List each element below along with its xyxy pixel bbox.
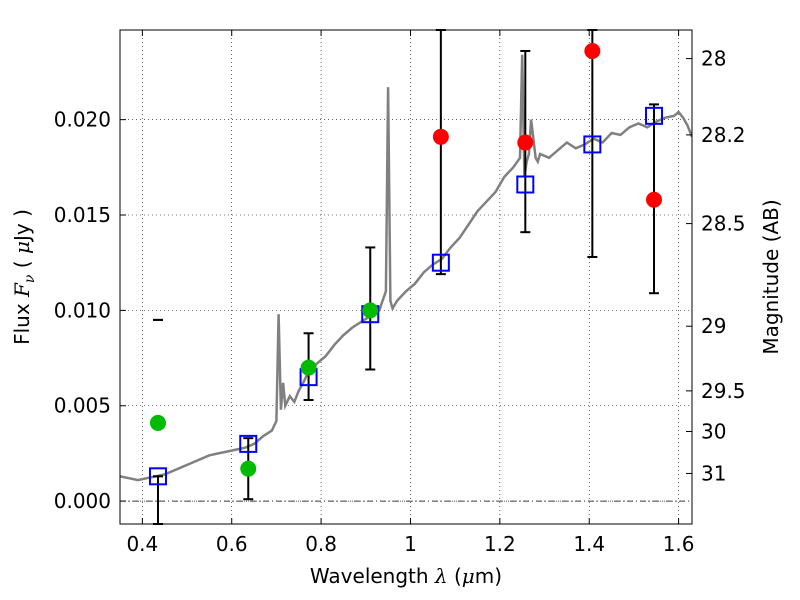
spectrum-line (120, 54, 692, 482)
x-tick-label: 1.6 (663, 532, 695, 556)
spectrum-layer (120, 54, 692, 482)
y2-tick-label: 28.2 (701, 123, 746, 147)
grid-lines (120, 30, 692, 524)
y2-tick-label: 30 (701, 419, 726, 443)
model-point (239, 434, 258, 453)
upper-limit-point (646, 191, 663, 208)
marker-layer (148, 42, 664, 486)
y-axis-title-jy: Jy ) (10, 209, 34, 243)
y-axis-title-nu: ν (22, 274, 38, 283)
model-point (431, 253, 450, 272)
model-point (583, 135, 602, 154)
y2-tick-label: 28 (701, 47, 726, 71)
model-point (148, 467, 167, 486)
y-tick-label: 0.020 (54, 108, 111, 132)
detection-point (362, 302, 379, 319)
model-point (516, 175, 535, 194)
detection-point (240, 460, 257, 477)
errorbar-layer (152, 29, 660, 525)
y2-axis-title: Magnitude (AB) (759, 199, 783, 354)
y2-tick-label: 29.5 (701, 379, 746, 403)
x-tick-label: 1.2 (484, 532, 516, 556)
x-axis-title-unit: ( (448, 564, 462, 588)
y2-tick-label: 29 (701, 314, 726, 338)
upper-limit-point (517, 134, 534, 151)
x-tick-label: 0.8 (305, 532, 337, 556)
x-axis-title-lambda: λ (434, 564, 448, 588)
x-axis-title-mu: μ (462, 564, 475, 588)
axis-ticks (120, 30, 692, 524)
y2-tick-label: 28.5 (701, 212, 746, 236)
upper-limit-point (584, 42, 601, 59)
x-axis-title-main: Wavelength (310, 564, 435, 588)
detection-point (300, 359, 317, 376)
x-axis-title: Wavelength λ (μm) (310, 564, 502, 588)
tick-labels: 0.4 0.6 0.8 1 1.2 1.4 1.6 0.000 0.005 0.010 0.015 0… (54, 47, 746, 556)
y-tick-label: 0.015 (54, 203, 111, 227)
x-tick-label: 1 (404, 532, 417, 556)
y2-tick-label: 31 (701, 461, 726, 485)
y-axis-title-main: Flux (10, 297, 34, 345)
y-axis-title-unit: ( (10, 254, 34, 275)
upper-limit-point (432, 128, 449, 145)
y-axis-title-F: F (10, 282, 34, 298)
x-tick-label: 0.4 (126, 532, 158, 556)
y-axis-title-mu: μ (10, 241, 34, 254)
detection-point (149, 414, 166, 431)
y-axis-title: Flux Fν ( μJy ) (10, 209, 38, 345)
x-tick-label: 0.6 (216, 532, 248, 556)
x-axis-title-m: m) (475, 564, 502, 588)
model-point (645, 106, 664, 125)
plot-frame (119, 29, 693, 525)
y-tick-label: 0.000 (54, 489, 111, 513)
x-tick-label: 1.4 (573, 532, 605, 556)
y-tick-label: 0.010 (54, 298, 111, 322)
y-tick-label: 0.005 (54, 394, 111, 418)
